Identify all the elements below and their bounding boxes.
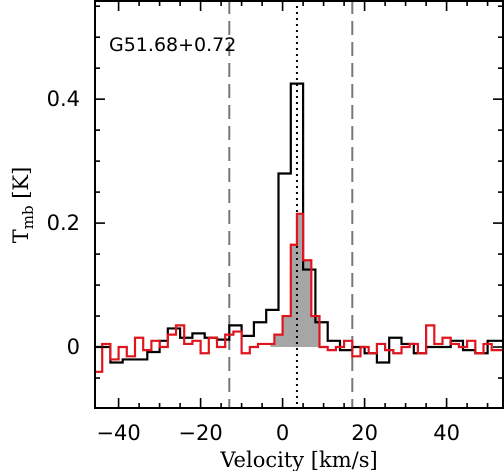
source-name-label: G51.68+0.72 (109, 34, 236, 56)
x-tick-label: 20 (351, 421, 378, 445)
y-axis-label: Tmb [K] (9, 167, 37, 244)
shaded-emission-area (270, 213, 320, 348)
x-tick-label: 0 (276, 421, 289, 445)
x-tick-label: −20 (178, 421, 222, 445)
y-axis-label-subscript: mb (19, 205, 37, 229)
y-axis-label-unit: [K] (9, 167, 33, 206)
y-tick-label: 0 (67, 335, 80, 359)
y-tick-labels: 0 0.2 0.4 (47, 87, 80, 359)
x-tick-label: −40 (96, 421, 140, 445)
red-spectrum-line (94, 212, 504, 373)
axis-ticks (94, 0, 504, 409)
shaded-line-area (270, 213, 320, 348)
y-tick-label: 0.2 (47, 211, 80, 235)
x-axis-label: Velocity [km/s] (219, 448, 377, 471)
velocity-markers (228, 0, 354, 409)
x-tick-label: 40 (433, 421, 460, 445)
spectrum-series (94, 82, 504, 373)
y-axis-label-main: T (9, 229, 33, 243)
plot-frame (94, 0, 504, 409)
y-tick-label: 0.4 (47, 87, 80, 111)
x-tick-labels: −40 −20 0 20 40 (96, 421, 460, 445)
